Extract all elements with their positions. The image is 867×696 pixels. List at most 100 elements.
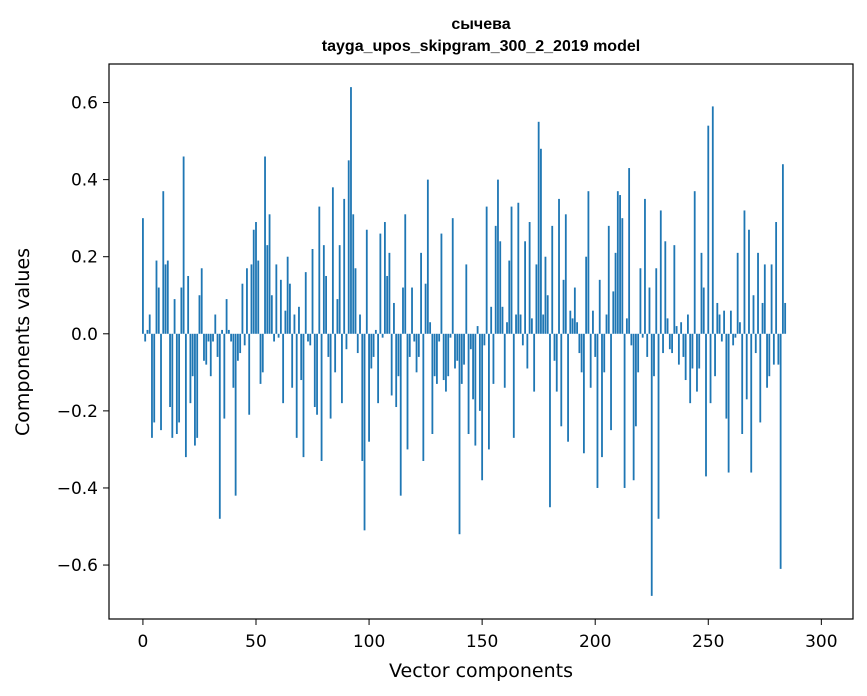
- bar-95: [356, 333, 359, 354]
- bar-193: [578, 333, 581, 354]
- x-tick-label-250: 250: [692, 632, 724, 652]
- bar-152: [485, 206, 488, 334]
- x-tick-label-200: 200: [579, 632, 611, 652]
- bar-208: [612, 291, 615, 334]
- bar-233: [668, 333, 671, 350]
- bar-7: [157, 287, 160, 334]
- bar-172: [530, 318, 533, 334]
- bar-53: [261, 333, 264, 373]
- bar-283: [781, 164, 784, 334]
- bar-196: [585, 256, 588, 334]
- bar-230: [662, 333, 664, 354]
- bar-203: [601, 333, 603, 458]
- bar-112: [395, 333, 398, 408]
- x-axis-label: Vector components: [389, 660, 573, 682]
- bar-99: [365, 229, 368, 334]
- plot-frame: [108, 63, 854, 620]
- bar-276: [766, 333, 768, 388]
- bar-219: [637, 333, 640, 373]
- bar-47: [248, 333, 251, 415]
- bar-107: [383, 222, 386, 334]
- bar-175: [537, 121, 540, 334]
- bar-69: [298, 306, 300, 334]
- bar-266: [743, 210, 746, 334]
- bar-143: [465, 264, 468, 334]
- bar-183: [555, 333, 558, 392]
- bar-63: [284, 310, 287, 334]
- bar-201: [596, 333, 599, 488]
- bar-62: [282, 333, 285, 404]
- bar-65: [289, 283, 291, 334]
- bar-243: [691, 333, 694, 369]
- bar-267: [745, 333, 748, 400]
- bar-5: [153, 333, 156, 423]
- bar-17: [180, 287, 183, 334]
- bar-227: [655, 268, 658, 334]
- bar-116: [404, 214, 407, 334]
- bar-15: [175, 333, 178, 434]
- bar-3: [148, 314, 151, 334]
- bar-27: [203, 333, 205, 361]
- bar-221: [641, 333, 644, 338]
- bar-282: [779, 333, 782, 569]
- bar-176: [540, 148, 542, 334]
- bar-82: [327, 333, 330, 357]
- bar-215: [628, 168, 631, 334]
- bar-279: [772, 333, 775, 365]
- bar-135: [447, 333, 450, 377]
- bar-108: [386, 275, 389, 334]
- bar-192: [576, 322, 579, 334]
- bar-186: [562, 279, 565, 334]
- bar-156: [494, 225, 497, 334]
- bar-245: [696, 333, 698, 392]
- bar-87: [338, 245, 341, 334]
- bar-165: [515, 314, 517, 334]
- bar-123: [420, 252, 422, 334]
- bar-246: [698, 333, 701, 369]
- bar-256: [720, 333, 723, 342]
- bar-134: [445, 333, 447, 392]
- bar-217: [632, 333, 635, 481]
- bar-171: [528, 222, 531, 334]
- bar-38: [227, 329, 230, 334]
- bar-179: [546, 295, 549, 334]
- bar-269: [750, 333, 753, 473]
- bar-164: [512, 333, 515, 438]
- bar-195: [582, 333, 585, 454]
- bar-83: [329, 333, 332, 419]
- bar-209: [614, 252, 617, 334]
- bar-281: [777, 333, 780, 365]
- bar-189: [569, 310, 572, 334]
- bar-250: [707, 125, 710, 334]
- bar-168: [521, 333, 524, 346]
- bar-252: [711, 106, 714, 334]
- bar-223: [646, 333, 649, 357]
- bar-124: [422, 333, 425, 461]
- bar-13: [171, 333, 174, 438]
- bar-52: [259, 333, 262, 384]
- bar-75: [311, 249, 314, 334]
- bar-151: [483, 333, 486, 346]
- bar-226: [653, 333, 655, 377]
- bar-258: [725, 333, 728, 419]
- bar-210: [616, 191, 619, 334]
- bar-263: [736, 252, 739, 334]
- bar-56: [268, 214, 271, 334]
- bar-216: [630, 333, 633, 346]
- bar-88: [341, 333, 343, 404]
- bar-72: [304, 272, 307, 334]
- chart-subtitle: tayga_upos_skipgram_300_2_2019 model: [322, 38, 640, 55]
- bar-178: [544, 256, 547, 334]
- bar-147: [474, 333, 477, 446]
- bar-262: [734, 333, 737, 338]
- bar-20: [187, 275, 190, 334]
- bar-228: [657, 333, 660, 519]
- bar-158: [499, 241, 502, 334]
- x-axis-ticks: 0 50 100 150 200 250 300: [138, 619, 838, 652]
- bar-224: [648, 287, 651, 334]
- bar-205: [605, 314, 608, 334]
- bar-118: [408, 333, 411, 357]
- bar-97: [361, 333, 364, 461]
- bar-6: [155, 260, 158, 334]
- bar-64: [286, 256, 289, 334]
